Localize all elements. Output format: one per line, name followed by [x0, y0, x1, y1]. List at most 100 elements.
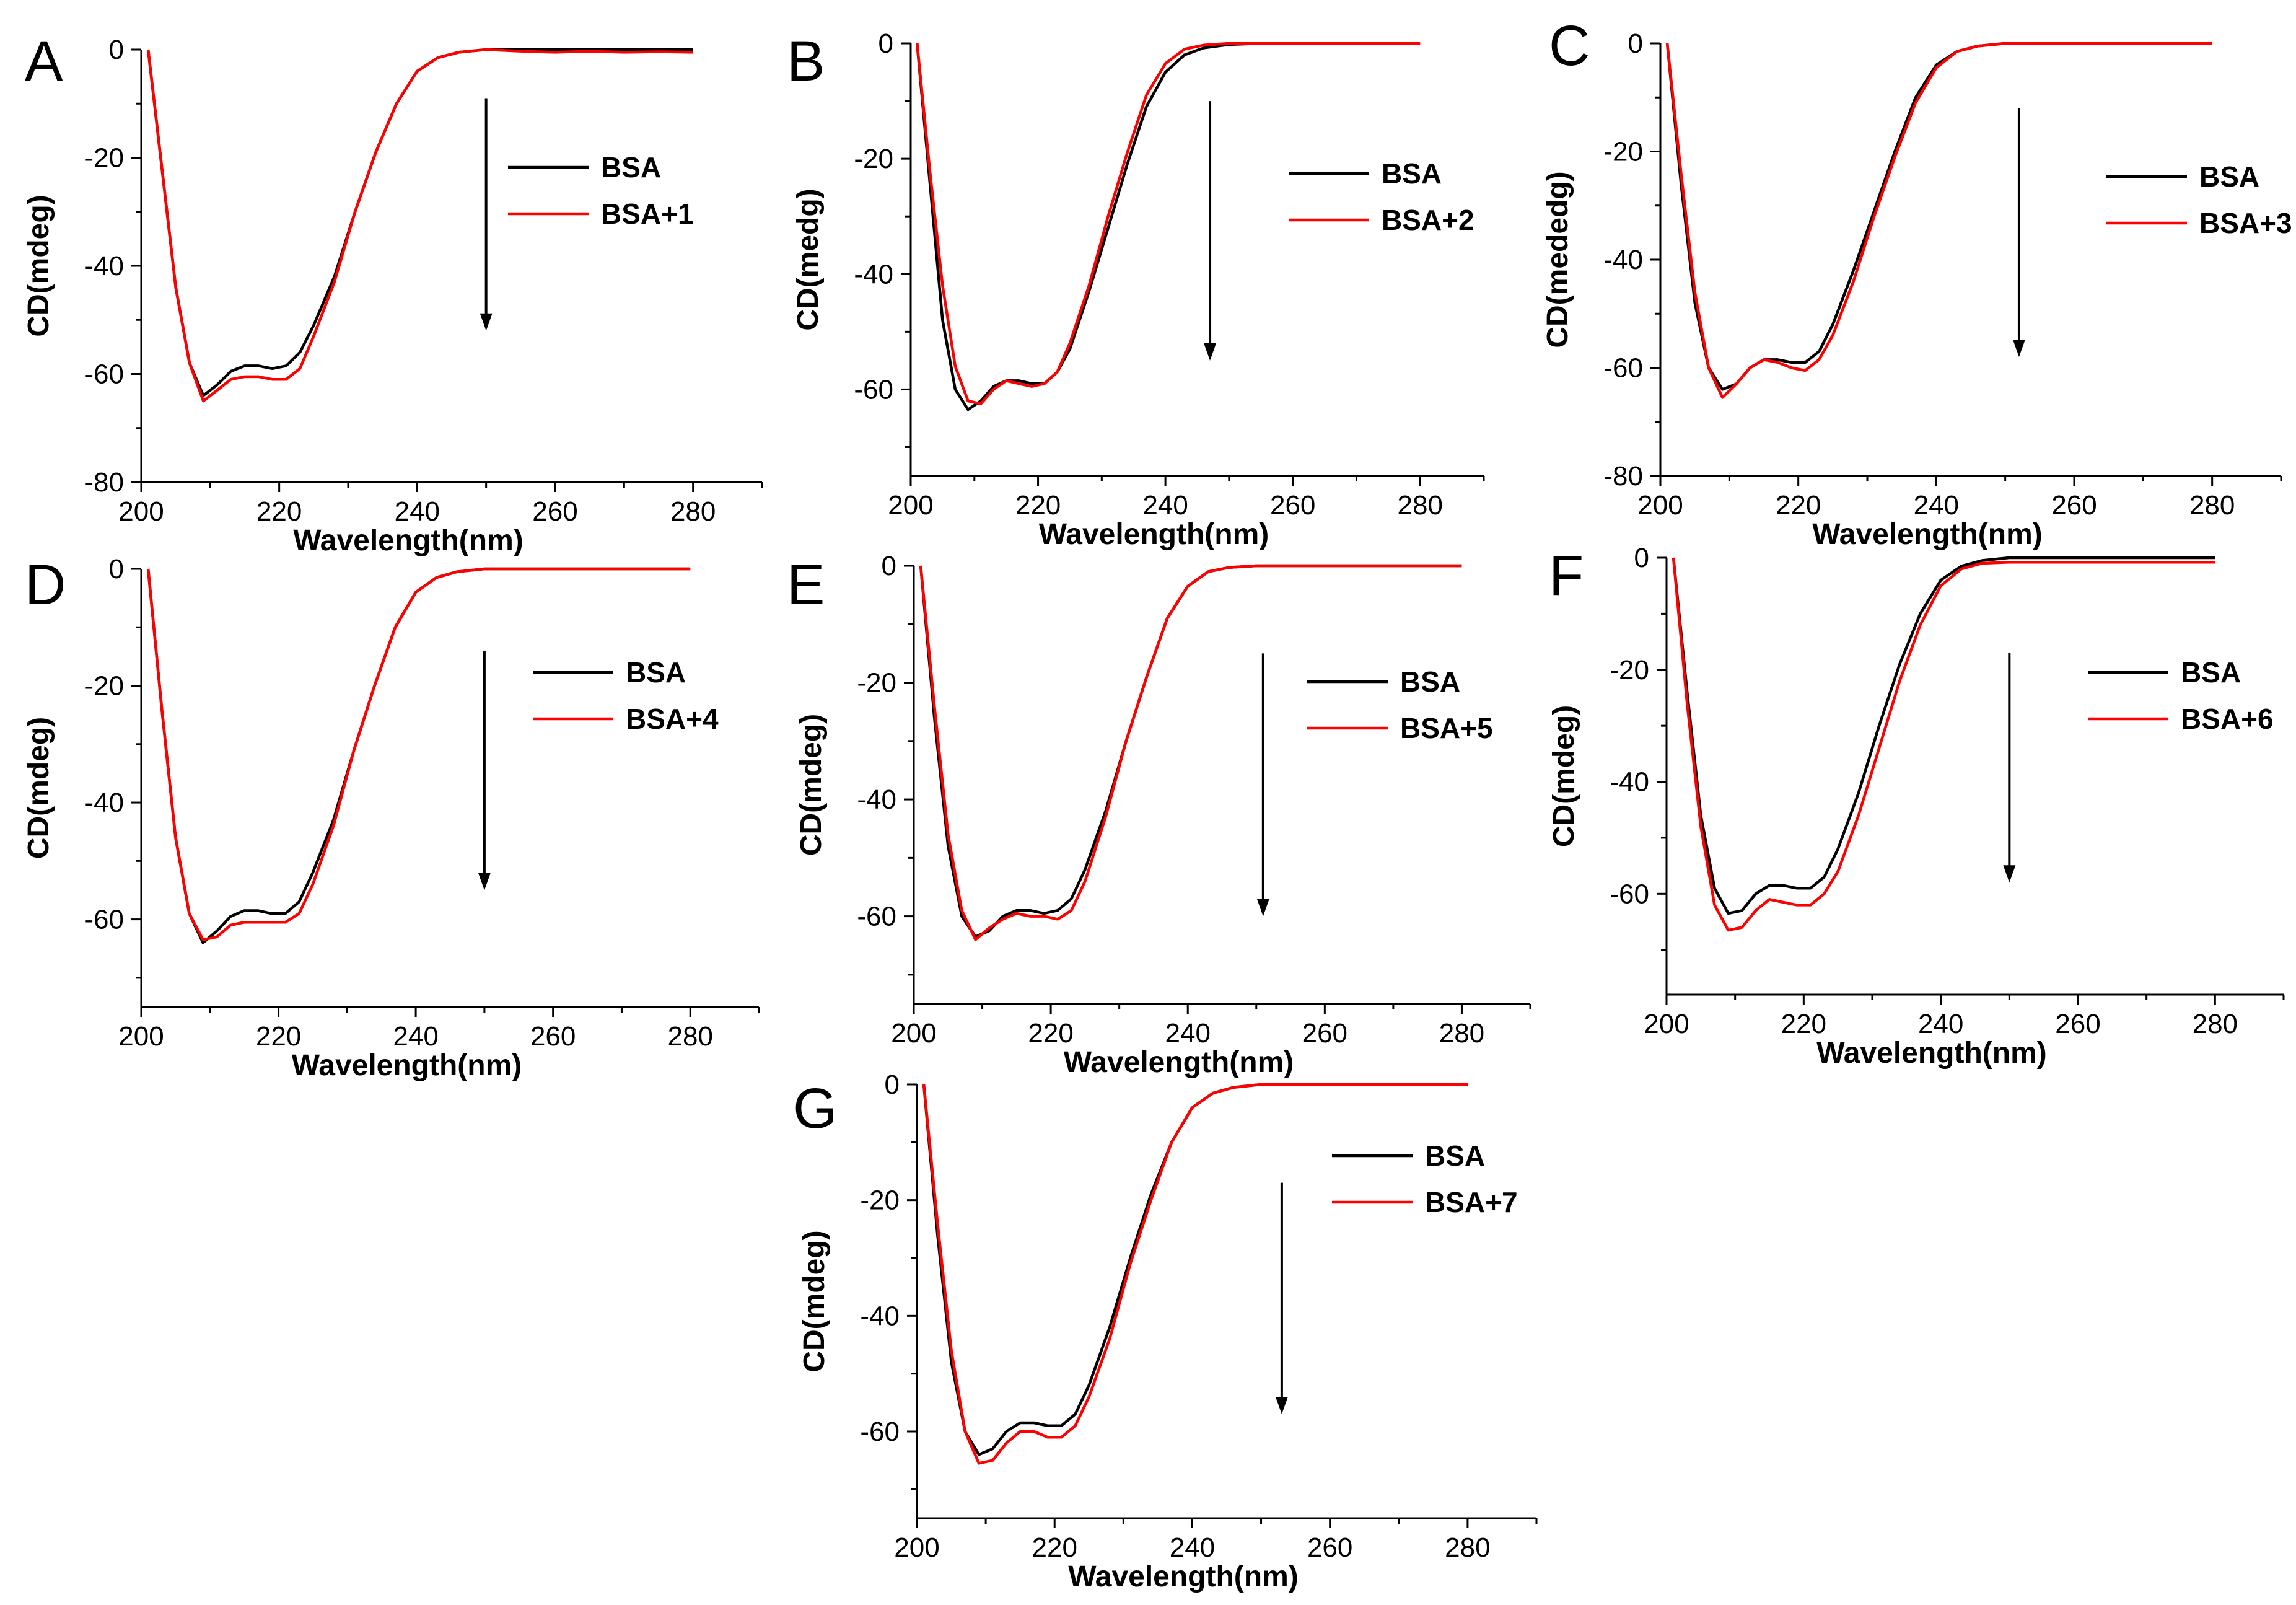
series-line-bsa — [919, 564, 1462, 938]
panel-b: B 200 220 240 260 280 0 -20 -40 -60 Wavelength(nm)… — [787, 29, 1485, 551]
panel-c: C 200 220 240 260 280 0 -20 -40 -60 -80 Wavelength(… — [1541, 14, 2292, 551]
legend-label: BSA+3 — [2199, 207, 2292, 239]
x-axis-title: Wavelength(nm) — [1816, 1037, 2047, 1070]
legend-label: BSA+4 — [626, 703, 719, 735]
y-axis-title: CD(mdeg) — [795, 714, 828, 856]
series-line-complex — [146, 567, 691, 941]
x-tick-label: 240 — [395, 496, 440, 527]
y-tick-label: -40 — [84, 251, 124, 281]
legend-label: BSA — [1400, 666, 1460, 698]
x-tick-label: 280 — [1398, 490, 1443, 521]
x-axis-title: Wavelength(nm) — [1064, 1046, 1294, 1079]
series-line-complex — [922, 1083, 1468, 1465]
arrow-head — [2012, 340, 2025, 358]
x-tick-label: 200 — [891, 1018, 936, 1049]
x-tick-label: 280 — [670, 496, 716, 527]
legend-label: BSA+7 — [1425, 1186, 1518, 1218]
series-line-bsa — [146, 48, 693, 397]
y-tick-label: 0 — [885, 1070, 900, 1100]
x-tick-label: 260 — [1302, 1018, 1347, 1049]
x-tick-label: 200 — [118, 496, 164, 527]
legend-label: BSA+2 — [1382, 204, 1474, 236]
panel-d: D 200 220 240 260 280 0 -20 -40 -60 Wavelength(nm)… — [22, 553, 760, 1082]
y-axis-title: CD(medg) — [792, 188, 825, 330]
y-tick-label: -60 — [1603, 353, 1643, 384]
y-tick-label: -20 — [857, 668, 896, 698]
y-tick-label: 0 — [1628, 29, 1643, 59]
y-tick-label: -60 — [84, 359, 124, 390]
arrow-head — [2003, 865, 2016, 883]
x-tick-label: 280 — [668, 1021, 713, 1052]
x-axis-title: Wavelength(nm) — [1812, 518, 2043, 551]
legend-label: BSA — [1425, 1140, 1485, 1172]
y-tick-label: 0 — [109, 554, 124, 584]
series-line-complex — [1672, 557, 2215, 932]
x-tick-label: 260 — [1270, 490, 1315, 521]
x-tick-label: 240 — [1165, 1018, 1211, 1049]
y-tick-label: -40 — [854, 259, 893, 289]
arrow-head — [480, 313, 493, 331]
x-tick-label: 220 — [1776, 490, 1821, 521]
y-tick-label: -20 — [1610, 655, 1649, 685]
legend-label: BSA+6 — [2181, 703, 2274, 735]
x-tick-label: 200 — [1637, 490, 1683, 521]
legend-label: BSA — [2199, 160, 2259, 193]
series-line-complex — [1665, 42, 2212, 399]
panel-letter: B — [787, 30, 825, 93]
x-tick-label: 280 — [1445, 1532, 1490, 1563]
series-line-complex — [919, 564, 1462, 941]
y-tick-label: 0 — [879, 29, 893, 59]
y-axis-title: CD(mdeg) — [798, 1230, 831, 1372]
x-tick-label: 220 — [1781, 1009, 1826, 1039]
x-tick-label: 200 — [894, 1532, 939, 1563]
y-axis-title: CD(mededg) — [1541, 171, 1574, 348]
legend-label: BSA — [626, 656, 686, 688]
y-tick-label: 0 — [1634, 543, 1649, 573]
x-tick-label: 260 — [530, 1021, 576, 1052]
panel-letter: E — [787, 553, 825, 617]
x-tick-label: 280 — [1439, 1018, 1484, 1049]
y-tick-label: 0 — [109, 35, 124, 65]
y-tick-label: -20 — [1603, 137, 1643, 167]
panel-letter: A — [25, 30, 63, 93]
x-tick-label: 260 — [1307, 1532, 1352, 1563]
x-axis-title: Wavelength(nm) — [292, 1049, 522, 1082]
x-tick-label: 220 — [1028, 1018, 1073, 1049]
x-tick-label: 220 — [1032, 1532, 1077, 1563]
y-tick-label: -20 — [84, 671, 124, 701]
x-tick-label: 260 — [2051, 490, 2097, 521]
panel-letter: G — [793, 1077, 838, 1140]
y-tick-label: -40 — [84, 788, 124, 818]
y-tick-label: -20 — [854, 144, 893, 174]
series-line-bsa — [916, 42, 1421, 411]
panel-e: E 200 220 240 260 280 0 -20 -40 -60 Wavelength(nm)… — [787, 551, 1531, 1079]
y-tick-label: -80 — [84, 467, 124, 498]
series-line-complex — [146, 48, 693, 403]
x-tick-label: 240 — [393, 1021, 438, 1052]
x-tick-label: 200 — [1644, 1009, 1689, 1039]
legend-label: BSA+5 — [1400, 712, 1493, 744]
series-line-bsa — [1672, 556, 2215, 915]
y-tick-label: -60 — [854, 374, 893, 405]
y-tick-label: -60 — [860, 1417, 900, 1447]
x-tick-label: 240 — [1918, 1009, 1963, 1039]
y-tick-label: -40 — [1610, 767, 1649, 798]
panel-letter: F — [1549, 544, 1584, 607]
x-tick-label: 280 — [2193, 1009, 2238, 1039]
x-tick-label: 200 — [118, 1021, 164, 1052]
x-tick-label: 220 — [256, 1021, 301, 1052]
x-tick-label: 220 — [256, 496, 302, 527]
arrow-head — [478, 873, 491, 890]
x-tick-label: 220 — [1015, 490, 1061, 521]
panel-a: A 200 220 240 260 280 0 -20 -40 -60 -80 Wavelength(… — [22, 30, 763, 557]
panel-g: G 200 220 240 260 280 0 -20 -40 -60 Wavelength(nm)… — [793, 1070, 1538, 1593]
series-line-complex — [916, 42, 1421, 405]
y-tick-label: -60 — [84, 905, 124, 935]
panel-letter: C — [1549, 14, 1590, 77]
legend-label: BSA+1 — [601, 198, 694, 230]
y-axis-title: CD(mdeg) — [22, 717, 55, 859]
series-line-bsa — [922, 1083, 1468, 1456]
x-axis-title: Wavelength(nm) — [1068, 1560, 1299, 1593]
y-axis-title: CD(mdeg) — [22, 195, 55, 336]
arrow-head — [1256, 899, 1269, 917]
